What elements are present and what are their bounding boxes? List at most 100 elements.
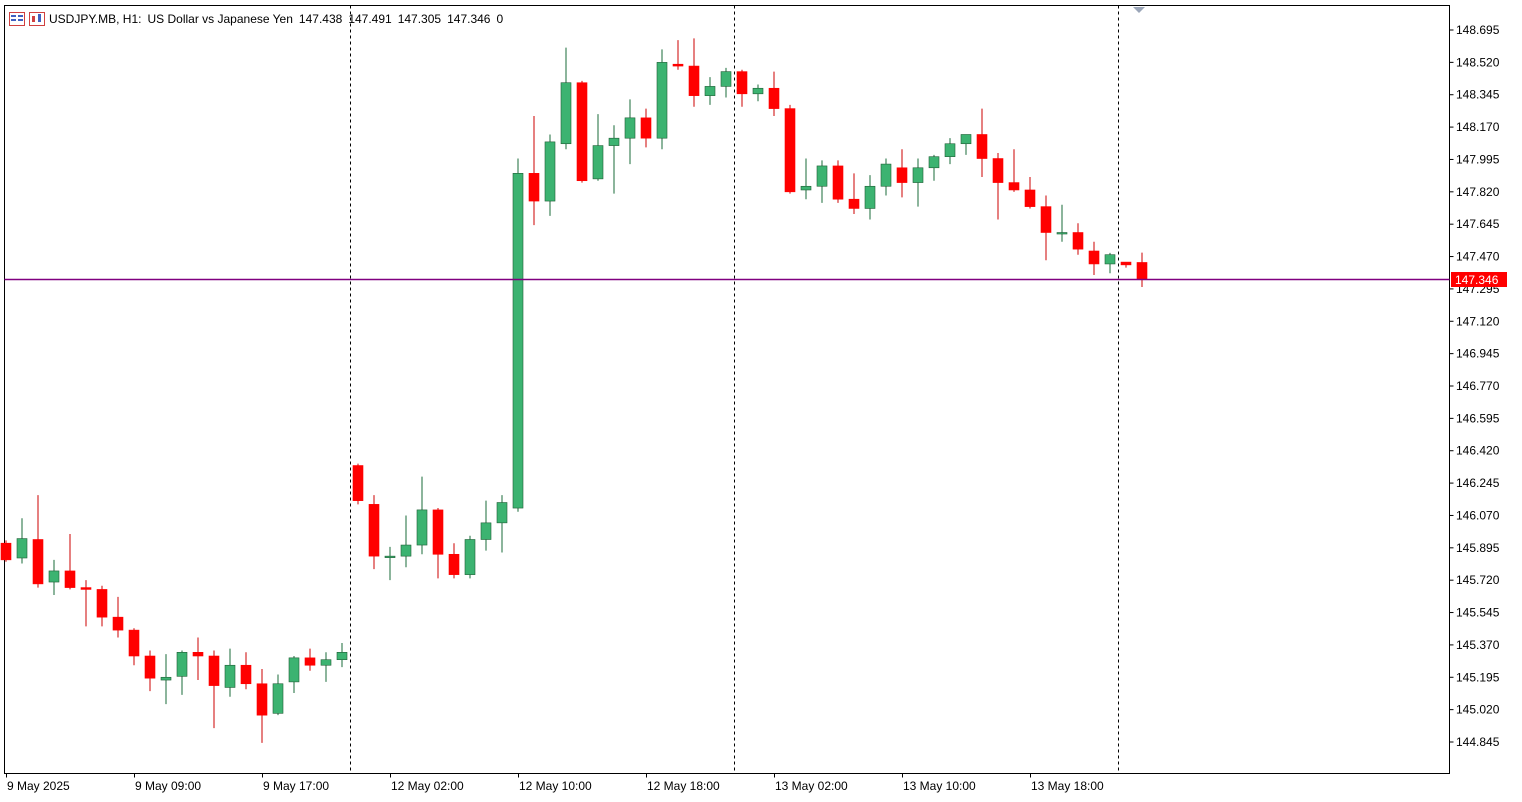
candle[interactable] <box>672 40 684 70</box>
candle[interactable] <box>880 158 892 196</box>
candle-body <box>928 156 940 169</box>
candle[interactable] <box>192 637 204 681</box>
candle[interactable] <box>832 160 844 203</box>
candle[interactable] <box>80 580 92 627</box>
candle[interactable] <box>784 104 796 194</box>
candle[interactable] <box>464 535 476 579</box>
candle[interactable] <box>416 476 428 555</box>
candle[interactable] <box>400 515 412 568</box>
candle[interactable] <box>384 546 396 581</box>
candle[interactable] <box>896 149 908 198</box>
candle-body <box>976 134 988 159</box>
candle[interactable] <box>352 463 364 505</box>
candle[interactable] <box>1088 241 1100 276</box>
candle-body <box>688 65 700 96</box>
candle[interactable] <box>96 585 108 627</box>
candle[interactable] <box>576 80 588 183</box>
candle[interactable] <box>704 77 716 105</box>
candle[interactable] <box>1104 252 1116 274</box>
candle[interactable] <box>720 67 732 98</box>
candle[interactable] <box>640 108 652 148</box>
candle[interactable] <box>864 175 876 220</box>
candle[interactable] <box>256 668 268 743</box>
candle[interactable] <box>368 495 380 570</box>
candle[interactable] <box>944 138 956 165</box>
candle[interactable] <box>496 495 508 553</box>
candle[interactable] <box>48 559 60 595</box>
candle[interactable] <box>1056 204 1068 242</box>
candle[interactable] <box>1120 261 1132 268</box>
candle[interactable] <box>800 158 812 200</box>
candle[interactable] <box>768 71 780 116</box>
candle[interactable] <box>224 648 236 697</box>
candle[interactable] <box>64 533 76 590</box>
candle[interactable] <box>304 648 316 671</box>
candle[interactable] <box>480 500 492 551</box>
candle[interactable] <box>848 173 860 215</box>
y-tick-label: 146.245 <box>1456 476 1500 490</box>
candle[interactable] <box>336 643 348 668</box>
candle[interactable] <box>1008 149 1020 192</box>
candle-body <box>1056 232 1068 235</box>
candle-body <box>224 664 236 688</box>
candle[interactable] <box>16 518 28 564</box>
candle-body <box>912 167 924 183</box>
candle-body <box>176 652 188 677</box>
candle-body <box>416 509 428 546</box>
y-tick-label: 146.945 <box>1456 347 1500 361</box>
candle[interactable] <box>432 508 444 579</box>
chart-shift-marker-icon[interactable] <box>1133 7 1145 13</box>
candle[interactable] <box>816 160 828 203</box>
candle[interactable] <box>752 84 764 102</box>
candle[interactable] <box>128 628 140 666</box>
current-price-line-group: 147.346 <box>4 272 1507 287</box>
candle[interactable] <box>112 596 124 638</box>
candle[interactable] <box>240 652 252 690</box>
day-separators <box>350 5 1119 774</box>
candle[interactable] <box>928 154 940 181</box>
candle[interactable] <box>1040 195 1052 261</box>
candle[interactable] <box>160 654 172 705</box>
candle-body <box>464 539 476 575</box>
candle[interactable] <box>688 38 700 107</box>
candle-body <box>208 655 220 686</box>
candle[interactable] <box>448 543 460 579</box>
candle[interactable] <box>912 158 924 207</box>
symbol-label: USDJPY.MB, H1: <box>49 12 142 26</box>
candle-body <box>288 657 300 683</box>
candle[interactable] <box>544 134 556 216</box>
candle[interactable] <box>608 125 620 194</box>
candle[interactable] <box>176 650 188 695</box>
candle[interactable] <box>272 674 284 716</box>
candle[interactable] <box>560 47 572 150</box>
candle[interactable] <box>320 652 332 682</box>
candle[interactable] <box>0 540 12 562</box>
candle[interactable] <box>624 99 636 165</box>
candle[interactable] <box>736 69 748 107</box>
candle-body <box>640 117 652 139</box>
y-tick-label: 145.370 <box>1456 638 1500 652</box>
candle[interactable] <box>144 650 156 692</box>
candle[interactable] <box>1072 223 1084 255</box>
candle[interactable] <box>288 656 300 693</box>
candle[interactable] <box>976 108 988 178</box>
candle-body <box>1072 232 1084 250</box>
candle[interactable] <box>656 49 668 150</box>
candle-body <box>64 570 76 588</box>
candle[interactable] <box>528 115 540 226</box>
chart-type-icon[interactable] <box>29 12 45 26</box>
candle[interactable] <box>592 114 604 181</box>
candle[interactable] <box>960 134 972 155</box>
candle-body <box>112 616 124 631</box>
candle[interactable] <box>208 650 220 729</box>
candle[interactable] <box>1024 177 1036 209</box>
x-tick-label: 12 May 18:00 <box>647 779 720 793</box>
candle-body <box>368 504 380 557</box>
candle[interactable] <box>32 495 44 588</box>
candle-body <box>864 185 876 209</box>
candle[interactable] <box>992 152 1004 220</box>
candle[interactable] <box>512 158 524 512</box>
chart-window-icon[interactable] <box>9 12 25 26</box>
